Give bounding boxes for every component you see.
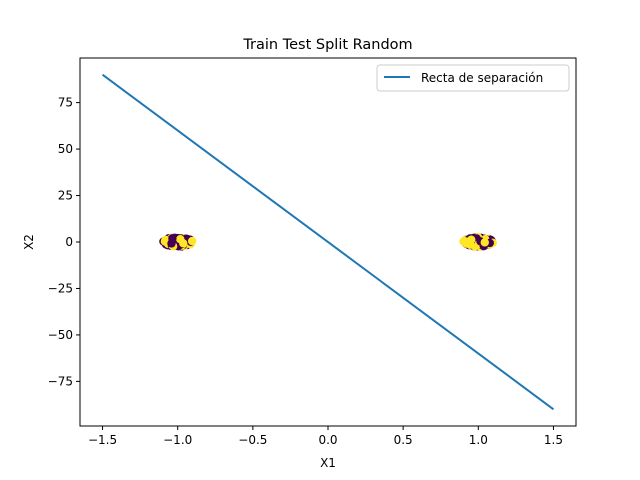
scatter-point: [167, 239, 176, 248]
y-tick-label: 75: [58, 96, 73, 110]
x-tick-label: 1.0: [469, 433, 488, 447]
separation-line: [101, 73, 555, 411]
legend-box: [376, 64, 570, 92]
x-tick-label: −1.0: [163, 433, 192, 447]
x-tick-label: 1.5: [544, 433, 563, 447]
y-tick-label: −75: [48, 374, 73, 388]
y-tick-label: 50: [58, 142, 73, 156]
y-axis-label: X2: [22, 234, 36, 250]
y-tick-label: −25: [48, 281, 73, 295]
scatter-point: [176, 234, 185, 244]
x-tick-label: −0.5: [238, 433, 267, 447]
legend: Recta de separación: [376, 64, 570, 92]
x-tick-label: 0.5: [394, 433, 413, 447]
plot-area: [79, 57, 577, 427]
y-tick-label: 25: [58, 189, 73, 203]
x-tick-label: 0.0: [318, 433, 337, 447]
legend-entry-label: Recta de separación: [421, 71, 543, 85]
data-points: [159, 233, 497, 251]
y-tick-label: −50: [48, 328, 73, 342]
y-axis-ticks: −75 −50 −25 0 25 50 75: [48, 96, 80, 388]
scatter-point: [187, 236, 197, 246]
x-tick-label: −1.5: [88, 433, 117, 447]
scatter-point: [480, 238, 489, 247]
chart-title: Train Test Split Random: [242, 37, 412, 53]
y-tick-label: 0: [65, 235, 73, 249]
x-axis-label: X1: [320, 456, 336, 470]
scatter-point: [160, 237, 170, 246]
scatter-point: [461, 237, 470, 246]
x-axis-ticks: −1.5 −1.0 −0.5 0.0 0.5 1.0 1.5: [88, 426, 563, 447]
